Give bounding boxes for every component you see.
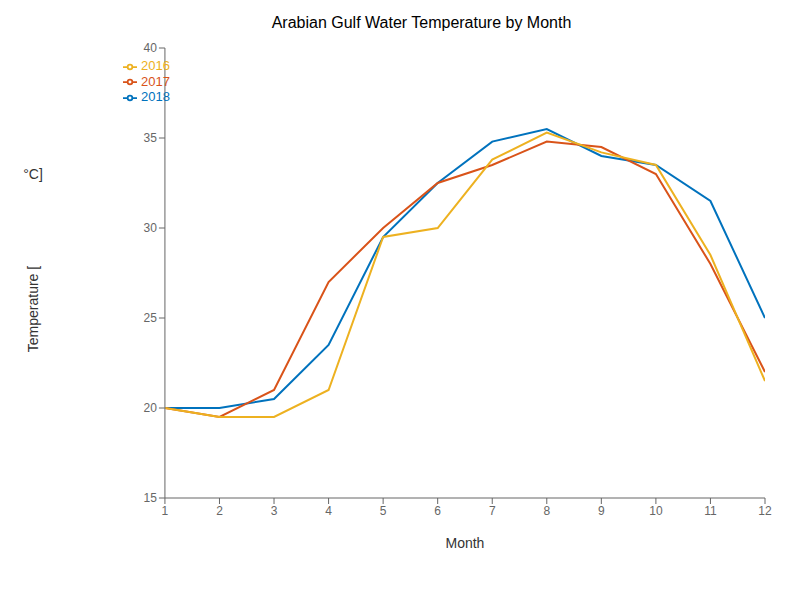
svg-text:20: 20: [144, 401, 158, 415]
html-text:2017: 2017: [141, 73, 170, 89]
svg-text:9: 9: [598, 504, 605, 518]
html-text:2016: 2016: [141, 58, 170, 73]
svg-text:12: 12: [758, 504, 772, 518]
svg-text:40: 40: [144, 41, 158, 55]
svg-text:8: 8: [543, 504, 550, 518]
svg-text:30: 30: [144, 221, 158, 235]
svg-text:3: 3: [271, 504, 278, 518]
svg-text:10: 10: [649, 504, 663, 518]
svg-text:Month: Month: [446, 535, 485, 551]
svg-text:2: 2: [216, 504, 223, 518]
svg-text:4: 4: [325, 504, 332, 518]
svg-text:11: 11: [704, 504, 717, 518]
svg-text:25: 25: [144, 311, 158, 325]
html-text:Temperature [: Temperature [: [25, 265, 41, 353]
html-text:°C]: °C]: [23, 166, 43, 182]
svg-text:1: 1: [162, 504, 169, 518]
html-text:Arabian Gulf Water Temperature: Arabian Gulf Water Temperature by Month: [271, 14, 572, 31]
svg-text:35: 35: [144, 131, 158, 145]
html-text:2018: 2018: [141, 89, 170, 105]
svg-text:15: 15: [144, 491, 158, 505]
svg-text:5: 5: [380, 504, 387, 518]
svg-text:7: 7: [489, 504, 496, 518]
svg-text:6: 6: [434, 504, 441, 518]
